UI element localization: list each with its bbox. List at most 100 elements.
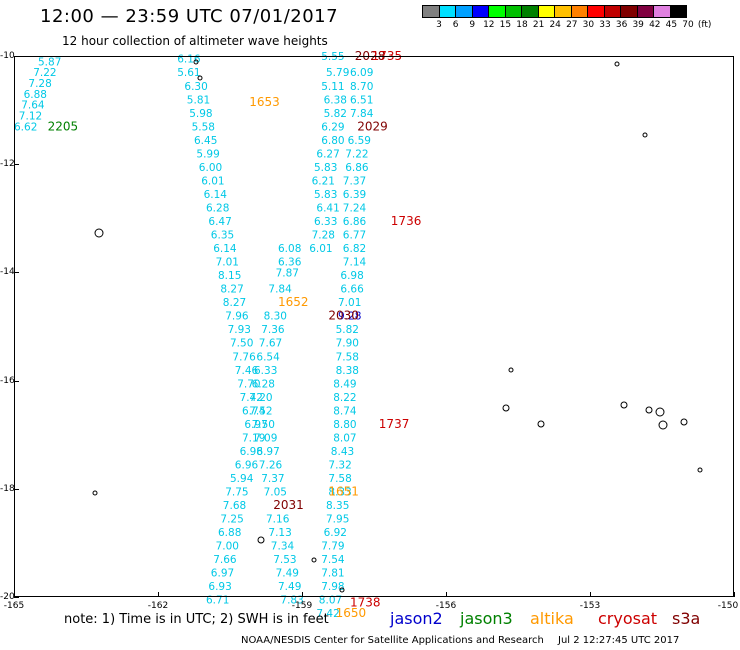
swh-value: 6.45 <box>194 135 217 147</box>
scale-label: 3 <box>436 20 442 30</box>
swh-value: 8.27 <box>220 284 243 296</box>
swh-value: 7.54 <box>321 554 345 566</box>
swh-value: 7.87 <box>276 267 299 279</box>
credit-text: NOAA/NESDIS Center for Satellite Applica… <box>241 635 544 646</box>
swh-value: 8.43 <box>331 446 354 458</box>
scale-swatch <box>620 5 638 18</box>
swh-value: 7.01 <box>338 297 361 309</box>
swh-value: 6.30 <box>184 81 207 93</box>
swh-value: 7.32 <box>328 459 351 471</box>
island-outline <box>697 467 703 473</box>
lat-tick-label: -18 <box>0 483 15 494</box>
color-scale <box>422 5 687 18</box>
swh-value: 6.98 <box>340 270 363 282</box>
swh-value: 8.27 <box>223 297 246 309</box>
swh-value: 7.46 <box>235 365 259 377</box>
pass-time-label: 1738 <box>350 595 381 609</box>
swh-value: 6.86 <box>343 216 367 228</box>
swh-value: 7.42 <box>316 608 339 620</box>
swh-value: 6.14 <box>213 243 237 255</box>
island-outline <box>508 367 514 373</box>
swh-value: 5.11 <box>321 81 344 93</box>
page-subtitle: 12 hour collection of altimeter wave hei… <box>62 34 328 48</box>
swh-value: 7.79 <box>321 541 344 553</box>
swh-value: 7.28 <box>312 230 335 242</box>
swh-value: 7.24 <box>343 202 367 214</box>
swh-value: 8.07 <box>333 432 356 444</box>
scale-swatch <box>669 5 687 18</box>
scale-swatch <box>504 5 522 18</box>
swh-value: 7.09 <box>254 432 277 444</box>
swh-value: 6.92 <box>324 527 347 539</box>
lon-tick-label: -150 <box>717 601 739 611</box>
scale-label: 30 <box>582 20 595 30</box>
swh-value: 7.96 <box>225 311 249 323</box>
island-outline <box>94 228 104 238</box>
island-outline <box>537 420 545 428</box>
scale-swatch <box>471 5 489 18</box>
swh-value: 6.54 <box>256 351 280 363</box>
lon-tick-label: -159 <box>291 601 313 611</box>
swh-value: 7.14 <box>343 257 367 269</box>
swh-value: 5.87 <box>38 56 61 68</box>
note-text: note: 1) Time is in UTC; 2) SWH is in fe… <box>64 612 329 627</box>
scale-swatch <box>521 5 539 18</box>
satellite-legend-jason2: jason2 <box>390 609 443 628</box>
scale-swatch <box>603 5 621 18</box>
pass-time-label: 1650 <box>336 606 367 620</box>
swh-value: 7.42 <box>240 392 263 404</box>
swh-value: 7.53 <box>273 554 296 566</box>
island-outline <box>642 132 648 138</box>
swh-value: 5.83 <box>314 162 337 174</box>
swh-value: 7.50 <box>252 419 275 431</box>
swh-value: 7.37 <box>343 175 366 187</box>
satellite-legend-jason3: jason3 <box>460 609 513 628</box>
lat-tick <box>14 56 19 57</box>
swh-value: 5.58 <box>192 121 215 133</box>
swh-value: 8.22 <box>333 392 356 404</box>
swh-value: 7.16 <box>266 514 290 526</box>
scale-label: 36 <box>615 20 628 30</box>
swh-value: 9.28 <box>338 311 361 323</box>
swh-value: 8.49 <box>333 378 356 390</box>
scale-swatch <box>570 5 588 18</box>
swh-value: 7.84 <box>350 108 374 120</box>
swh-value: 7.52 <box>249 405 272 417</box>
pass-time-label: 1651 <box>328 485 359 499</box>
swh-value: 7.22 <box>33 67 56 79</box>
pass-time-label: 2030 <box>328 309 359 323</box>
swh-value: 8.74 <box>333 405 357 417</box>
scale-swatch <box>422 5 440 18</box>
swh-value: 6.96 <box>235 459 259 471</box>
scale-label: (ft) <box>697 20 712 30</box>
scale-label: 12 <box>483 20 495 30</box>
swh-value: 7.49 <box>276 568 299 580</box>
swh-value: 7.20 <box>249 392 272 404</box>
swh-value: 5.61 <box>177 67 200 79</box>
pass-time-label: 1652 <box>278 295 309 309</box>
scale-swatch <box>636 5 654 18</box>
swh-value: 6.98 <box>240 446 263 458</box>
swh-value: 6.93 <box>208 581 231 593</box>
swh-value: 5.82 <box>324 108 347 120</box>
swh-value: 6.33 <box>254 365 277 377</box>
pass-time-label: 1653 <box>249 95 280 109</box>
swh-value: 6.77 <box>343 230 366 242</box>
swh-value: 6.38 <box>324 94 347 106</box>
swh-value: 6.27 <box>316 148 339 160</box>
scale-label: 27 <box>566 20 578 30</box>
scale-swatch <box>554 5 572 18</box>
swh-value: 6.80 <box>321 135 344 147</box>
lon-tick-label: -156 <box>435 601 457 611</box>
swh-value: 6.59 <box>348 135 371 147</box>
swh-value: 7.19 <box>242 432 265 444</box>
island-outline <box>311 557 317 563</box>
swh-value: 6.88 <box>218 527 241 539</box>
page-title: 12:00 — 23:59 UTC 07/01/2017 <box>40 6 339 27</box>
swh-value: 8.33 <box>328 487 351 499</box>
scale-label: 18 <box>516 20 528 30</box>
island-outline <box>680 418 688 426</box>
island-outline <box>614 61 620 67</box>
swh-value: 7.98 <box>321 581 344 593</box>
swh-value: 6.71 <box>206 595 229 607</box>
